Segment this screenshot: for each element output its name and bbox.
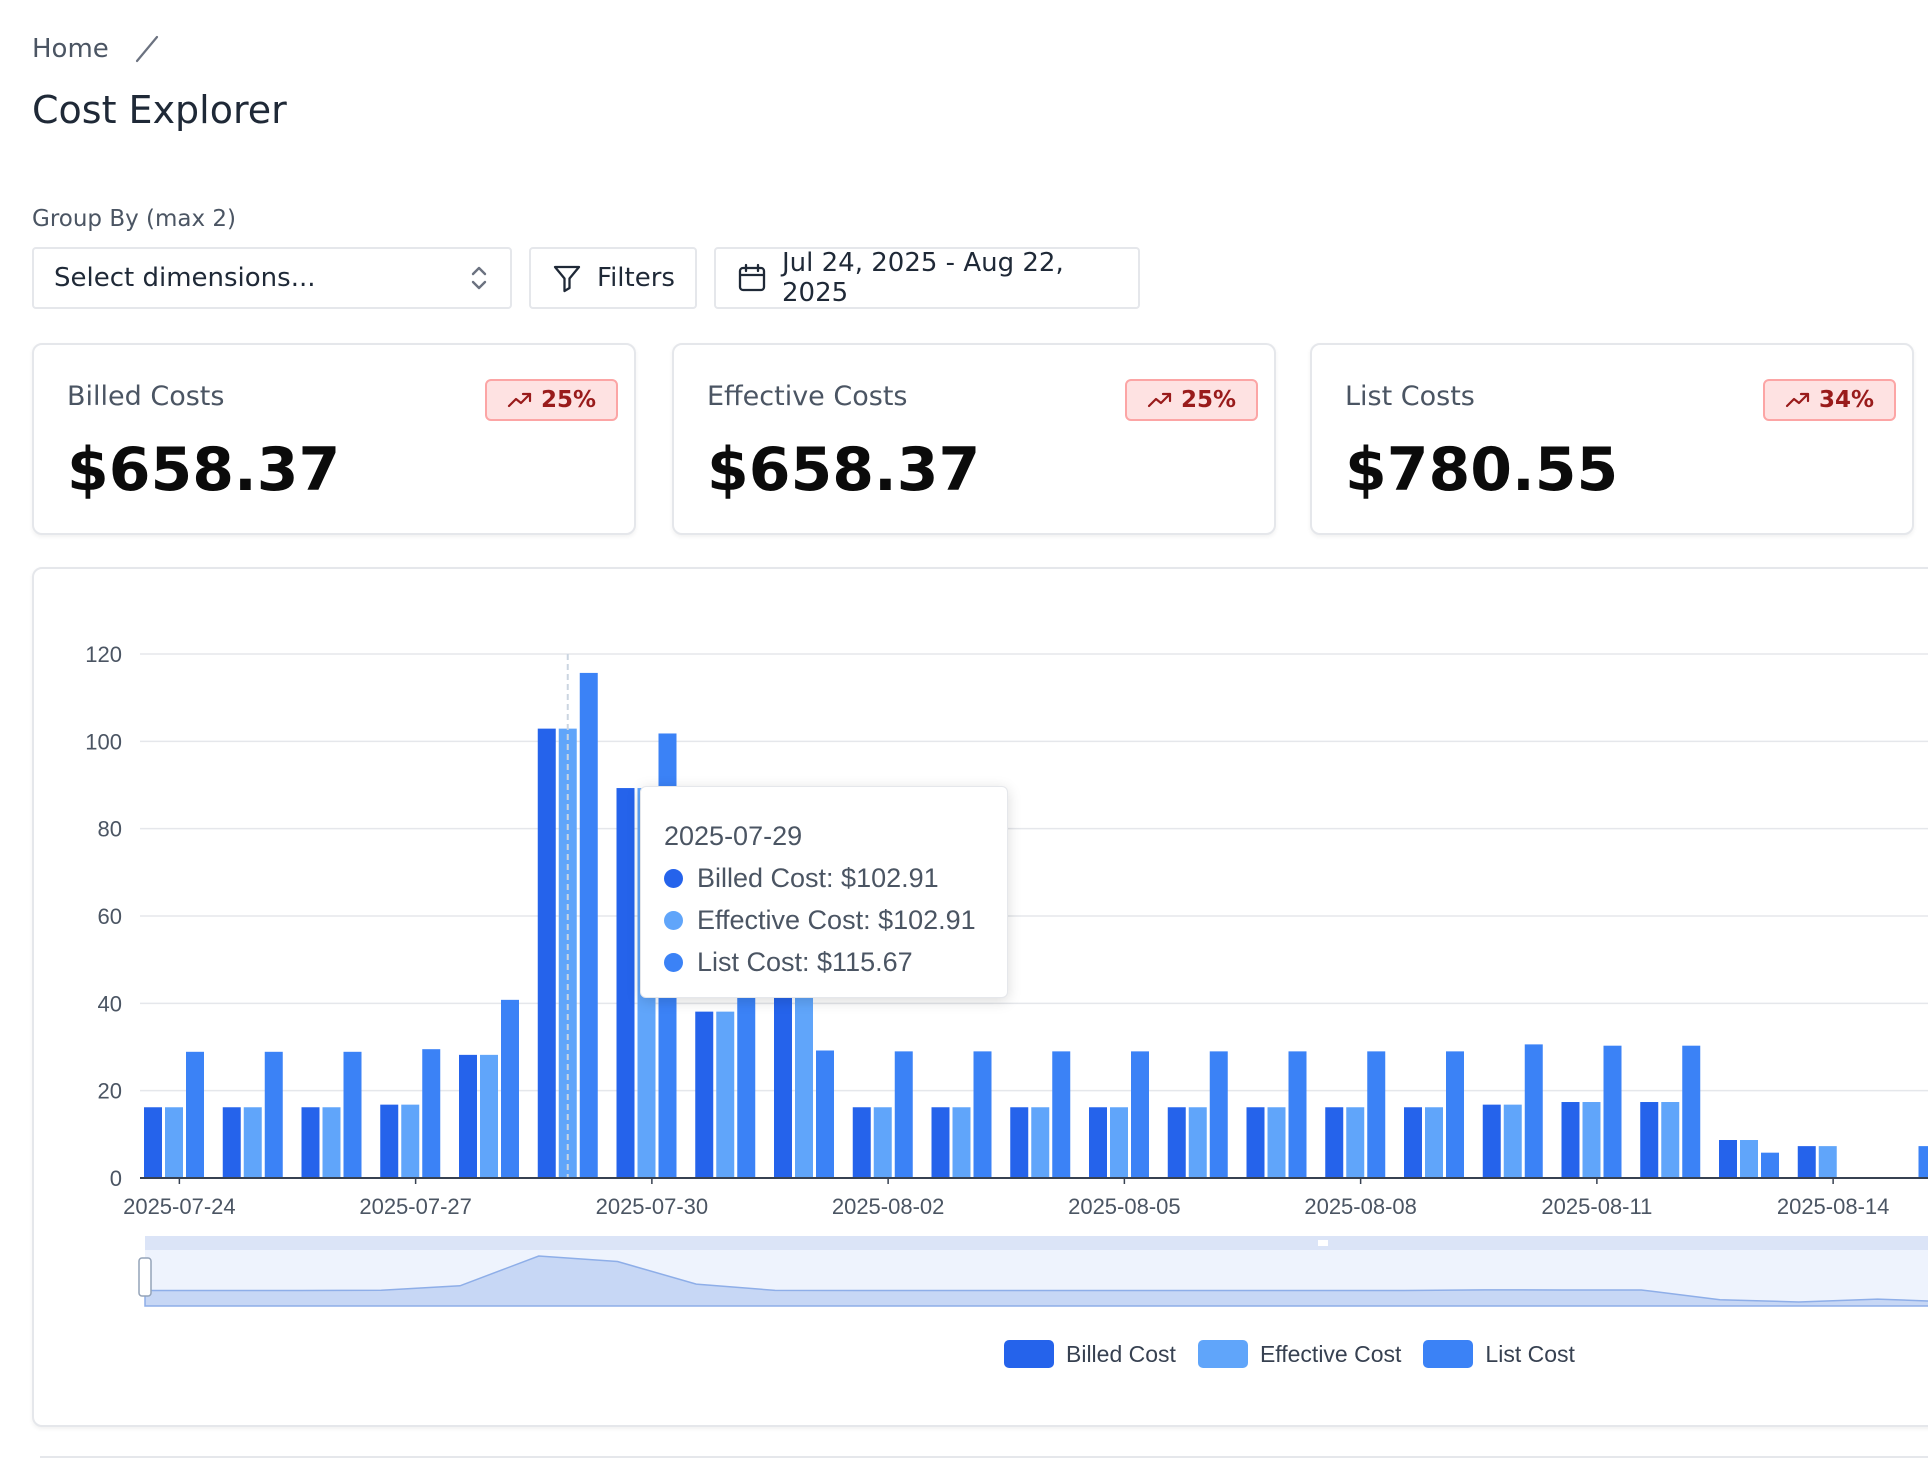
group-by-label: Group By (max 2) [32,206,237,232]
legend-swatch-effective [1197,1340,1248,1368]
legend-item-billed[interactable]: Billed Cost [1004,1340,1176,1368]
change-badge: 25% [484,379,618,421]
card-label: List Costs [1345,381,1475,412]
legend-item-list[interactable]: List Cost [1423,1340,1575,1368]
effective-costs-card: Effective Costs 25% $658.37 [672,343,1276,535]
date-range-value: Jul 24, 2025 - Aug 22, 2025 [782,248,1064,308]
card-value: $780.55 [1345,435,1619,505]
slash-separator-icon [135,35,158,63]
chart-legend: Billed Cost Effective Cost List Cost [1004,1340,1575,1368]
change-badge-value: 25% [540,387,596,413]
page-title: Cost Explorer [32,88,287,132]
trending-up-icon [1785,392,1810,408]
change-badge-value: 34% [1818,387,1874,413]
calendar-icon [738,263,766,292]
breadcrumb: Home [32,33,163,65]
tooltip-list-text: List Cost: $115.67 [697,946,913,977]
change-badge-value: 25% [1180,387,1236,413]
filters-button[interactable]: Filters [529,247,697,309]
tooltip-date: 2025-07-29 [664,820,803,851]
dimension-select[interactable]: Select dimensions... [32,247,512,309]
tooltip-row-effective: Effective Cost: $102.91 [664,899,984,941]
tooltip-dot-billed [664,868,683,888]
filters-button-label: Filters [597,263,675,293]
legend-label-effective: Effective Cost [1259,1340,1402,1367]
change-badge: 25% [1124,379,1258,421]
tooltip-dot-list [664,952,683,972]
filter-icon [553,265,581,293]
chevron-up-down-icon [471,266,487,290]
legend-label-list: List Cost [1485,1340,1575,1367]
card-label: Effective Costs [707,381,908,412]
legend-item-effective[interactable]: Effective Cost [1197,1340,1402,1368]
trending-up-icon [1147,392,1172,408]
card-value: $658.37 [67,435,341,505]
legend-swatch-billed [1004,1340,1054,1368]
tooltip-effective-text: Effective Cost: $102.91 [697,904,976,935]
dimension-select-placeholder: Select dimensions... [54,263,316,293]
list-costs-card: List Costs 34% $780.55 [1310,343,1914,535]
legend-label-billed: Billed Cost [1066,1340,1176,1367]
billed-costs-card: Billed Costs 25% $658.37 [32,343,636,535]
change-badge: 34% [1762,379,1896,421]
tooltip-billed-text: Billed Cost: $102.91 [697,862,939,893]
card-label: Billed Costs [67,381,225,412]
trending-up-icon [507,392,532,408]
section-divider [40,1456,1928,1458]
tooltip-row-list: List Cost: $115.67 [664,941,984,983]
card-value: $658.37 [707,435,981,505]
date-range-picker[interactable]: Jul 24, 2025 - Aug 22, 2025 [714,247,1140,309]
tooltip-dot-effective [664,910,683,930]
chart-tooltip: 2025-07-29 Billed Cost: $102.91 Effectiv… [640,786,1008,998]
tooltip-row-billed: Billed Cost: $102.91 [664,857,984,899]
legend-swatch-list [1423,1340,1474,1368]
breadcrumb-home[interactable]: Home [32,34,109,64]
